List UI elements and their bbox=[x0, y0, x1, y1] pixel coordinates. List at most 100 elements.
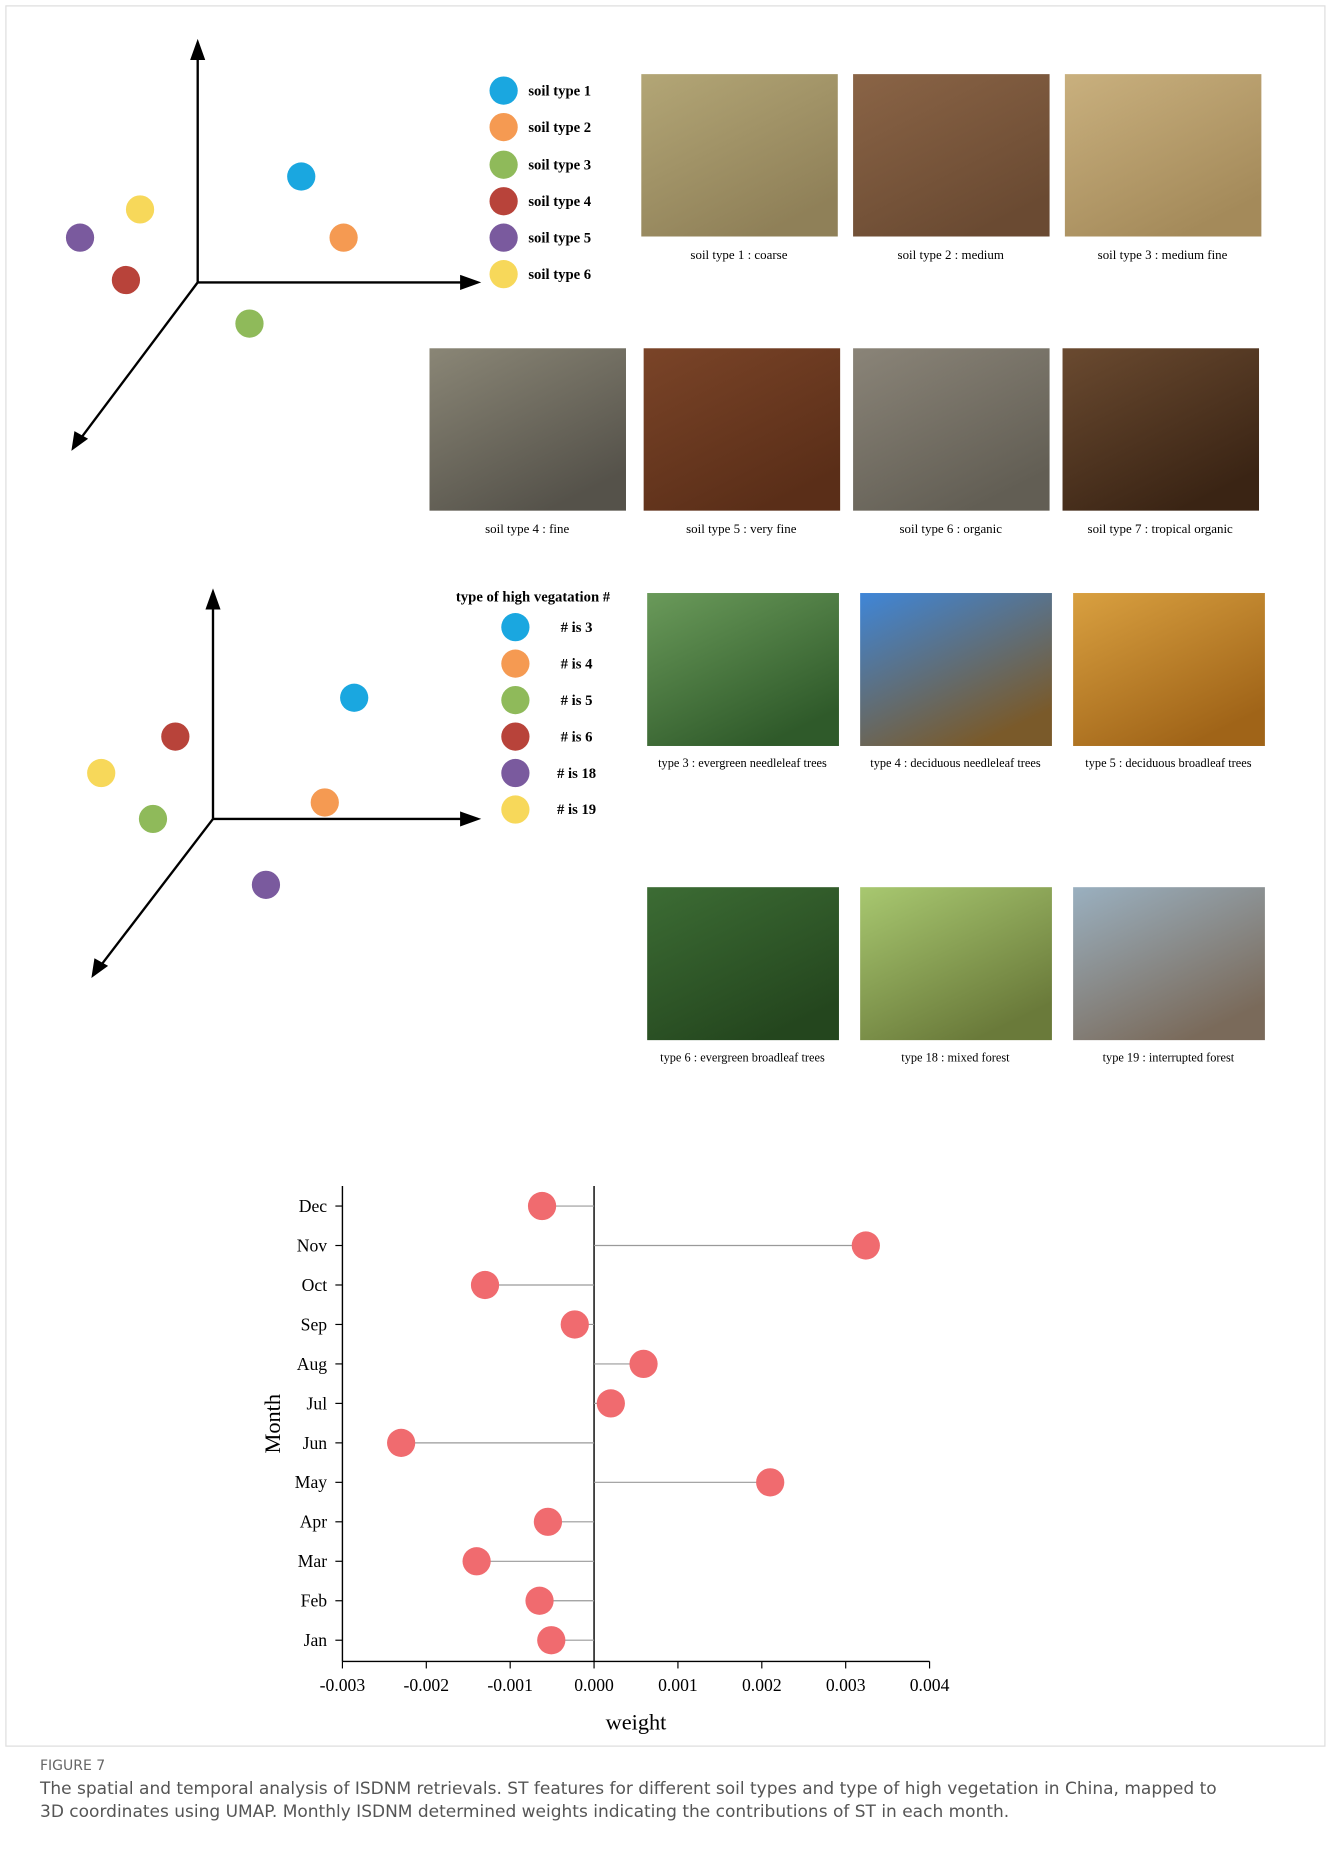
x-tick-label: -0.001 bbox=[487, 1675, 533, 1695]
photo-caption: type 5 : deciduous broadleaf trees bbox=[1085, 756, 1251, 770]
legend-swatch bbox=[501, 722, 529, 750]
photo bbox=[1073, 887, 1265, 1040]
figure-caption: The spatial and temporal analysis of ISD… bbox=[40, 1778, 1220, 1824]
x-tick-label: 0.004 bbox=[910, 1675, 950, 1695]
photo-caption: soil type 1 : coarse bbox=[690, 247, 787, 262]
lollipop-dot bbox=[756, 1468, 784, 1496]
y-tick-label: Apr bbox=[300, 1512, 328, 1532]
y-tick-label: Feb bbox=[301, 1591, 328, 1611]
umap-point bbox=[311, 788, 339, 816]
legend-label: # is 18 bbox=[557, 766, 596, 782]
lollipop-dot bbox=[525, 1587, 553, 1615]
legend-label: # is 6 bbox=[561, 729, 593, 745]
figure: type of high vegatation # soil type 1 soi… bbox=[0, 0, 1332, 1752]
x-tick-label: 0.003 bbox=[826, 1675, 866, 1695]
photo-caption: soil type 7 : tropical organic bbox=[1088, 521, 1234, 536]
page: type of high vegatation # soil type 1 soi… bbox=[0, 0, 1332, 1852]
umap-point bbox=[112, 266, 140, 294]
legend-swatch bbox=[501, 613, 529, 641]
y-axis-label: Month bbox=[260, 1394, 285, 1454]
legend-swatch bbox=[490, 224, 518, 252]
vegetation-axes bbox=[93, 592, 478, 976]
photo bbox=[860, 593, 1052, 746]
lollipop-dot bbox=[629, 1350, 657, 1378]
photo-caption: type 4 : deciduous needleleaf trees bbox=[870, 756, 1041, 770]
x-tick-label: 0.002 bbox=[742, 1675, 782, 1695]
lollipop-dot bbox=[561, 1310, 589, 1338]
legend-label: # is 5 bbox=[561, 693, 593, 709]
y-tick-label: Jul bbox=[307, 1393, 328, 1413]
photo-caption: soil type 5 : very fine bbox=[686, 521, 797, 536]
y-tick-label: Jan bbox=[304, 1630, 328, 1650]
umap-point bbox=[139, 805, 167, 833]
photo bbox=[1065, 74, 1261, 236]
x-tick-label: -0.003 bbox=[320, 1675, 366, 1695]
legend-swatch bbox=[490, 187, 518, 215]
legend-label: # is 19 bbox=[557, 802, 596, 818]
y-tick-label: Dec bbox=[299, 1196, 328, 1216]
legend-swatch bbox=[501, 686, 529, 714]
legend-label: soil type 6 bbox=[528, 267, 591, 283]
photo-caption: soil type 4 : fine bbox=[485, 521, 569, 536]
lollipop-dot bbox=[463, 1547, 491, 1575]
figure-frame bbox=[6, 6, 1325, 1746]
photo bbox=[860, 887, 1052, 1040]
legend-label: soil type 5 bbox=[528, 230, 591, 246]
legend-swatch bbox=[490, 260, 518, 288]
photo-caption: soil type 2 : medium bbox=[898, 247, 1004, 262]
umap-point bbox=[87, 759, 115, 787]
legend-title: type of high vegatation # bbox=[456, 589, 611, 605]
x-tick-label: 0.001 bbox=[658, 1675, 698, 1695]
lollipop-dot bbox=[471, 1271, 499, 1299]
photo-caption: soil type 6 : organic bbox=[899, 521, 1002, 536]
y-tick-label: May bbox=[295, 1472, 327, 1492]
y-tick-label: Mar bbox=[298, 1551, 327, 1571]
x-tick-label: -0.002 bbox=[404, 1675, 450, 1695]
photo-caption: type 19 : interrupted forest bbox=[1103, 1050, 1235, 1064]
photo bbox=[641, 74, 837, 236]
legend-swatch bbox=[490, 113, 518, 141]
umap-point bbox=[235, 309, 263, 337]
legend-swatch bbox=[490, 76, 518, 104]
photo bbox=[644, 348, 840, 510]
legend-label: # is 4 bbox=[561, 656, 593, 672]
y-tick-label: Jun bbox=[303, 1433, 328, 1453]
soil-axes bbox=[73, 42, 478, 448]
y-tick-label: Aug bbox=[297, 1354, 328, 1374]
umap-point bbox=[287, 162, 315, 190]
legend-label: soil type 4 bbox=[528, 194, 591, 210]
photo bbox=[647, 887, 839, 1040]
photo bbox=[853, 348, 1049, 510]
legend-label: soil type 1 bbox=[528, 83, 591, 99]
legend-label: # is 3 bbox=[561, 620, 593, 636]
legend-swatch bbox=[490, 151, 518, 179]
umap-point bbox=[340, 684, 368, 712]
legend-label: soil type 3 bbox=[528, 157, 591, 173]
umap-point bbox=[329, 224, 357, 252]
umap-point bbox=[66, 224, 94, 252]
lollipop-dot bbox=[537, 1626, 565, 1654]
lollipop-dot bbox=[534, 1508, 562, 1536]
photo bbox=[647, 593, 839, 746]
x-axis-label: weight bbox=[606, 1710, 668, 1735]
photo-caption: type 18 : mixed forest bbox=[901, 1050, 1010, 1064]
photo-caption: type 3 : evergreen needleleaf trees bbox=[658, 756, 827, 770]
y-tick-label: Sep bbox=[301, 1314, 328, 1334]
legend-swatch bbox=[501, 649, 529, 677]
photo-caption: type 6 : evergreen broadleaf trees bbox=[660, 1050, 825, 1064]
y-tick-label: Oct bbox=[302, 1275, 328, 1295]
lollipop-dot bbox=[597, 1389, 625, 1417]
umap-point bbox=[126, 195, 154, 223]
figure-label: FIGURE 7 bbox=[40, 1758, 105, 1774]
y-tick-label: Nov bbox=[297, 1235, 328, 1255]
legend-swatch bbox=[501, 795, 529, 823]
umap-point bbox=[161, 722, 189, 750]
legend-label: soil type 2 bbox=[528, 120, 591, 136]
photo-caption: soil type 3 : medium fine bbox=[1098, 247, 1228, 262]
umap-point bbox=[252, 871, 280, 899]
legend-swatch bbox=[501, 759, 529, 787]
lollipop-dot bbox=[528, 1192, 556, 1220]
lollipop-dot bbox=[387, 1429, 415, 1457]
photo bbox=[1073, 593, 1265, 746]
photo bbox=[853, 74, 1049, 236]
